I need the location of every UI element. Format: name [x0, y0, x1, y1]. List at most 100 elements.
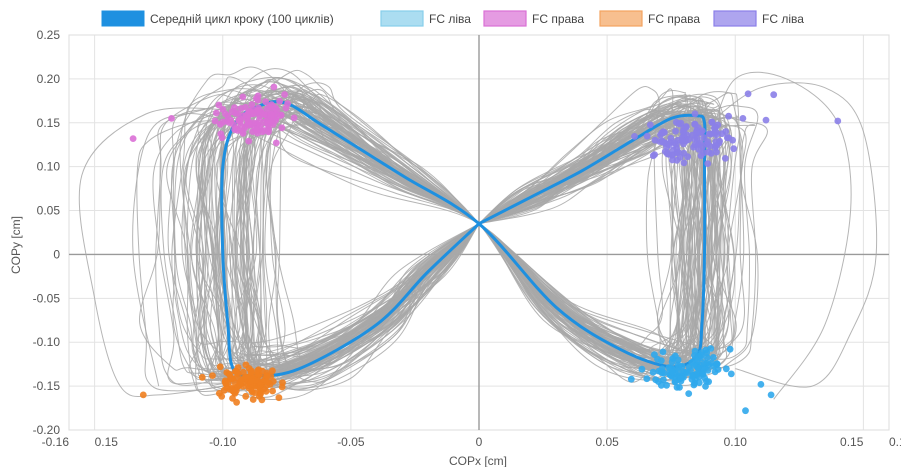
- fc-point: [721, 155, 729, 162]
- fc-point: [279, 379, 286, 386]
- y-tick-label: 0.05: [37, 204, 61, 218]
- fc-point: [278, 124, 286, 132]
- gait-cycle-line: [78, 107, 228, 398]
- gait-cycle-line: [132, 112, 236, 387]
- fc-point: [744, 90, 752, 98]
- legend-swatch: [101, 10, 145, 27]
- legend-item: FC права: [483, 10, 584, 27]
- fc-point: [232, 124, 240, 132]
- fc-point: [725, 134, 732, 142]
- fc-point: [245, 137, 253, 145]
- y-tick-label: -0.05: [33, 291, 61, 305]
- legend-label: FC ліва: [429, 12, 471, 26]
- fc-point: [725, 112, 732, 120]
- fc-point: [739, 115, 747, 122]
- fc-point: [658, 137, 666, 145]
- tick-layer: 0.25 0.20 0.15 0.10 0.05 0 -0.05 -0.10 -0.15 -0.2…: [33, 28, 901, 449]
- fc-point: [242, 103, 249, 111]
- fc-point: [658, 369, 666, 377]
- fc-point: [722, 365, 730, 373]
- legend-label: FC ліва: [762, 12, 804, 26]
- fc-point: [277, 111, 285, 119]
- y-tick-label: 0.20: [37, 72, 61, 86]
- fc-point: [668, 358, 676, 366]
- fc-point: [252, 377, 259, 384]
- fc-point: [730, 145, 738, 153]
- x-tick-label: 0: [476, 435, 483, 449]
- fc-point: [708, 118, 716, 126]
- fc-point: [248, 101, 256, 108]
- fc-point: [211, 117, 219, 125]
- fc-point: [757, 381, 765, 388]
- legend-label: FC права: [532, 12, 584, 26]
- fc-point: [217, 130, 225, 138]
- y-tick-label: -0.10: [33, 335, 61, 349]
- fc-point: [690, 143, 697, 151]
- fc-point: [657, 381, 665, 389]
- fc-point: [260, 111, 268, 118]
- legend-item: FC ліва: [380, 10, 471, 27]
- legend-item: FC ліва: [713, 10, 804, 27]
- fc-point: [677, 375, 685, 382]
- fc-point: [276, 97, 283, 105]
- fc-point: [238, 376, 245, 384]
- fc-point: [235, 116, 243, 124]
- fc-point: [691, 347, 699, 355]
- fc-point: [697, 351, 705, 359]
- fc-point: [198, 373, 206, 381]
- fc-point: [661, 129, 668, 136]
- fc-point: [678, 362, 686, 370]
- fc-point: [233, 398, 241, 406]
- fc-point: [270, 83, 278, 91]
- fc-point: [726, 345, 734, 353]
- x-tick-label: -0.05: [337, 435, 365, 449]
- y-tick-label: 0.25: [37, 28, 61, 42]
- fc-point: [249, 396, 257, 403]
- legend: Середній цикл кроку (100 циклів) FC ліва F…: [101, 10, 804, 27]
- fc-point: [767, 391, 775, 399]
- fc-point: [643, 375, 651, 383]
- fc-point: [673, 144, 680, 152]
- fc-point: [273, 106, 281, 114]
- fc-point: [683, 369, 691, 377]
- fc-point: [713, 148, 720, 156]
- fc-point: [249, 388, 256, 396]
- fc-point: [239, 93, 247, 101]
- fc-point: [213, 109, 220, 117]
- fc-point: [700, 134, 708, 141]
- fc-point: [770, 91, 778, 99]
- fc-point: [705, 130, 713, 138]
- fc-point: [680, 149, 688, 157]
- fc-point: [643, 132, 651, 140]
- y-tick-label: 0.10: [37, 160, 61, 174]
- x-tick-label: -0.16: [42, 435, 70, 449]
- fc-point: [691, 120, 699, 128]
- y-tick-label: -0.15: [33, 379, 61, 393]
- fc-point: [651, 351, 658, 358]
- fc-point: [679, 128, 687, 135]
- x-tick-label: 0.16: [889, 435, 901, 449]
- fc-point: [247, 367, 255, 375]
- x-tick-label: 0.15: [95, 435, 119, 449]
- fc-point: [638, 365, 646, 373]
- fc-point: [267, 119, 275, 126]
- fc-point: [242, 361, 250, 369]
- fc-point: [699, 127, 706, 135]
- fc-point: [672, 127, 679, 135]
- fc-point: [265, 126, 272, 134]
- fc-point: [710, 354, 717, 361]
- legend-label: FC права: [648, 12, 700, 26]
- fc-point: [216, 120, 224, 128]
- fc-point: [281, 91, 288, 98]
- x-tick-label: 0.10: [724, 435, 748, 449]
- y-tick-label: 0: [53, 247, 60, 261]
- fc-point: [705, 148, 712, 156]
- gait-cycle-line: [709, 82, 878, 388]
- fc-point: [651, 151, 658, 159]
- gait-cycle-line: [709, 71, 852, 400]
- y-tick-label: -0.20: [33, 423, 61, 437]
- legend-item: FC права: [599, 10, 700, 27]
- legend-label: Середній цикл кроку (100 циклів): [150, 12, 334, 26]
